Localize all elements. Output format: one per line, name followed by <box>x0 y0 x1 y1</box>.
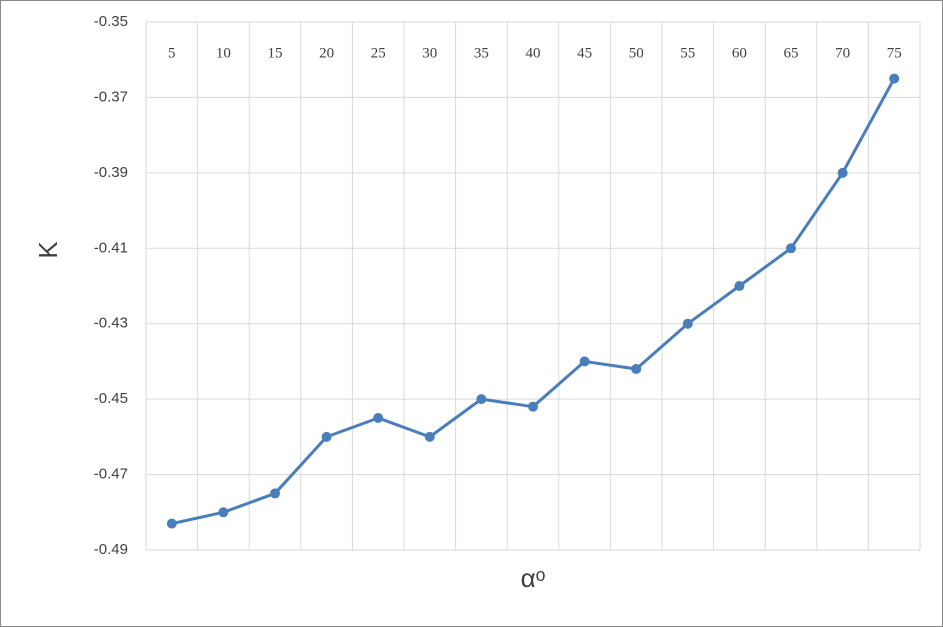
x-tick-label: 25 <box>371 45 386 61</box>
x-tick-label: 60 <box>732 45 747 61</box>
x-tick-label: 65 <box>784 45 799 61</box>
x-tick-label: 45 <box>577 45 592 61</box>
x-tick-label: 10 <box>216 45 231 61</box>
marker <box>373 413 384 423</box>
marker <box>424 431 435 442</box>
marker <box>786 243 796 254</box>
y-tick-label: -0.35 <box>94 13 128 30</box>
marker <box>528 401 538 412</box>
marker <box>218 507 229 518</box>
y-tick-label: -0.49 <box>94 541 128 558</box>
x-tick-label: 15 <box>268 45 283 61</box>
y-tick-label: -0.39 <box>94 164 128 181</box>
y-tick-label: -0.37 <box>94 88 128 105</box>
marker <box>889 73 900 84</box>
marker <box>579 356 590 367</box>
x-tick-label: 30 <box>422 45 437 61</box>
y-tick-label: -0.41 <box>94 239 128 256</box>
marker <box>682 318 693 329</box>
marker <box>734 281 745 291</box>
x-tick-label: 20 <box>319 45 334 61</box>
marker <box>631 363 642 374</box>
x-tick-label: 5 <box>168 45 176 61</box>
x-tick-label: 50 <box>629 45 644 61</box>
x-tick-label: 55 <box>680 45 695 61</box>
marker <box>321 431 332 442</box>
marker <box>837 167 848 178</box>
x-tick-label: 75 <box>887 45 902 61</box>
marker <box>166 518 177 529</box>
x-tick-label: 35 <box>474 45 489 61</box>
y-axis-title: K <box>33 241 63 259</box>
marker <box>270 488 280 499</box>
y-tick-label: -0.47 <box>94 466 128 483</box>
y-tick-label: -0.45 <box>94 390 128 407</box>
marker <box>476 394 487 405</box>
x-tick-label: 40 <box>526 45 541 61</box>
x-tick-label: 70 <box>835 45 850 61</box>
y-tick-label: -0.43 <box>94 315 128 332</box>
x-axis-title: αᵒ <box>521 563 546 593</box>
